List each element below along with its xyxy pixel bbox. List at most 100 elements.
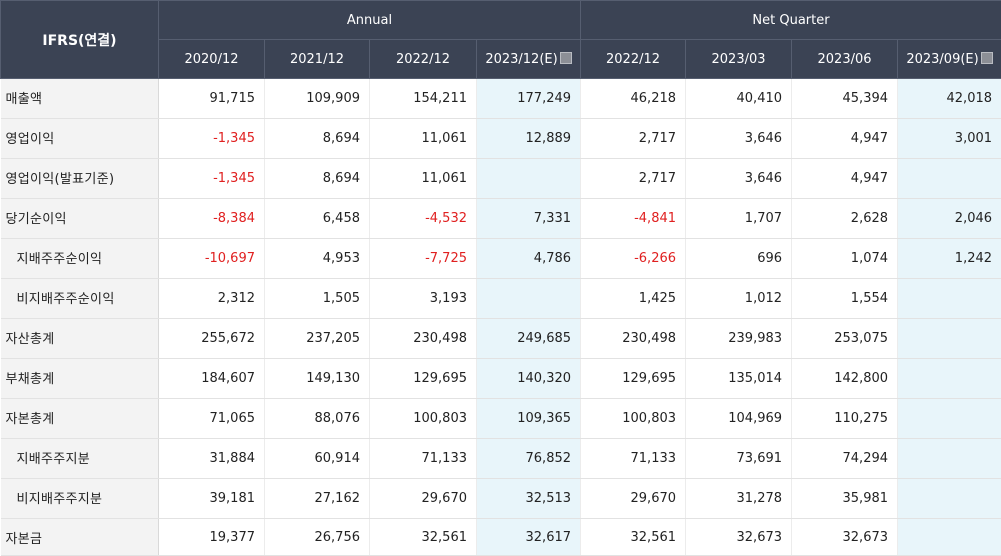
table-cell: 4,786 (477, 239, 581, 279)
help-icon[interactable] (560, 52, 572, 64)
table-cell (898, 279, 1001, 319)
table-cell: 1,554 (792, 279, 898, 319)
column-header: 2020/12 (159, 40, 265, 79)
row-label: 자본총계 (1, 399, 159, 439)
table-cell: 129,695 (370, 359, 477, 399)
table-cell: 237,205 (265, 319, 370, 359)
table-cell (898, 519, 1001, 556)
table-cell (898, 439, 1001, 479)
table-cell: 1,012 (686, 279, 792, 319)
table-cell: 253,075 (792, 319, 898, 359)
table-cell: 1,707 (686, 199, 792, 239)
column-header: 2022/12 (581, 40, 686, 79)
table-cell: 32,673 (686, 519, 792, 556)
table-cell: 109,909 (265, 79, 370, 119)
row-label: 부채총계 (1, 359, 159, 399)
table-cell: 249,685 (477, 319, 581, 359)
table-cell: 32,617 (477, 519, 581, 556)
row-label: 영업이익(발표기준) (1, 159, 159, 199)
table-cell: 100,803 (370, 399, 477, 439)
table-cell: 4,953 (265, 239, 370, 279)
row-label: 지배주주지분 (1, 439, 159, 479)
table-cell: 3,646 (686, 159, 792, 199)
table-cell: 154,211 (370, 79, 477, 119)
table-cell: 110,275 (792, 399, 898, 439)
table-cell: 142,800 (792, 359, 898, 399)
table-cell: 46,218 (581, 79, 686, 119)
table-cell: -8,384 (159, 199, 265, 239)
table-cell: 1,242 (898, 239, 1001, 279)
table-cell: 177,249 (477, 79, 581, 119)
table-cell: 184,607 (159, 359, 265, 399)
table-cell: 230,498 (370, 319, 477, 359)
table-cell: 31,278 (686, 479, 792, 519)
group-header-annual: Annual (159, 1, 581, 40)
row-label: 매출액 (1, 79, 159, 119)
table-cell: 71,133 (370, 439, 477, 479)
table-cell: 3,001 (898, 119, 1001, 159)
table-cell (477, 159, 581, 199)
column-header: 2022/12 (370, 40, 477, 79)
row-label: 자산총계 (1, 319, 159, 359)
table-cell: 1,505 (265, 279, 370, 319)
help-icon[interactable] (981, 52, 993, 64)
table-cell: 60,914 (265, 439, 370, 479)
column-header-estimate: 2023/09(E) (898, 40, 1001, 79)
table-cell: 2,046 (898, 199, 1001, 239)
table-cell: 8,694 (265, 119, 370, 159)
table-cell: 3,646 (686, 119, 792, 159)
table-cell: 35,981 (792, 479, 898, 519)
table-cell: 32,513 (477, 479, 581, 519)
table-cell: 230,498 (581, 319, 686, 359)
table-cell: -1,345 (159, 159, 265, 199)
table-cell: 149,130 (265, 359, 370, 399)
row-label: 비지배주주지분 (1, 479, 159, 519)
table-cell: 1,074 (792, 239, 898, 279)
table-cell: 42,018 (898, 79, 1001, 119)
table-cell: 39,181 (159, 479, 265, 519)
table-cell: 40,410 (686, 79, 792, 119)
table-cell: 2,717 (581, 159, 686, 199)
table-cell: 6,458 (265, 199, 370, 239)
column-header: 2023/06 (792, 40, 898, 79)
table-cell: 7,331 (477, 199, 581, 239)
table-cell: 45,394 (792, 79, 898, 119)
row-label: 비지배주주순이익 (1, 279, 159, 319)
column-header: 2021/12 (265, 40, 370, 79)
table-cell: 31,884 (159, 439, 265, 479)
table-cell: 88,076 (265, 399, 370, 439)
table-cell: 135,014 (686, 359, 792, 399)
table-cell: 140,320 (477, 359, 581, 399)
table-cell: 71,133 (581, 439, 686, 479)
table-cell: 29,670 (581, 479, 686, 519)
table-cell: -10,697 (159, 239, 265, 279)
table-cell (898, 359, 1001, 399)
table-cell: 32,561 (581, 519, 686, 556)
table-cell: 2,312 (159, 279, 265, 319)
row-label: 자본금 (1, 519, 159, 556)
table-cell: 91,715 (159, 79, 265, 119)
table-cell: -4,532 (370, 199, 477, 239)
table-cell (898, 319, 1001, 359)
table-cell: -4,841 (581, 199, 686, 239)
table-corner-header: IFRS(연결) (1, 1, 159, 79)
table-cell: 76,852 (477, 439, 581, 479)
column-header-estimate: 2023/12(E) (477, 40, 581, 79)
table-cell: 71,065 (159, 399, 265, 439)
row-label: 당기순이익 (1, 199, 159, 239)
table-cell: 32,561 (370, 519, 477, 556)
table-cell: 11,061 (370, 159, 477, 199)
table-cell (477, 279, 581, 319)
table-cell (898, 399, 1001, 439)
